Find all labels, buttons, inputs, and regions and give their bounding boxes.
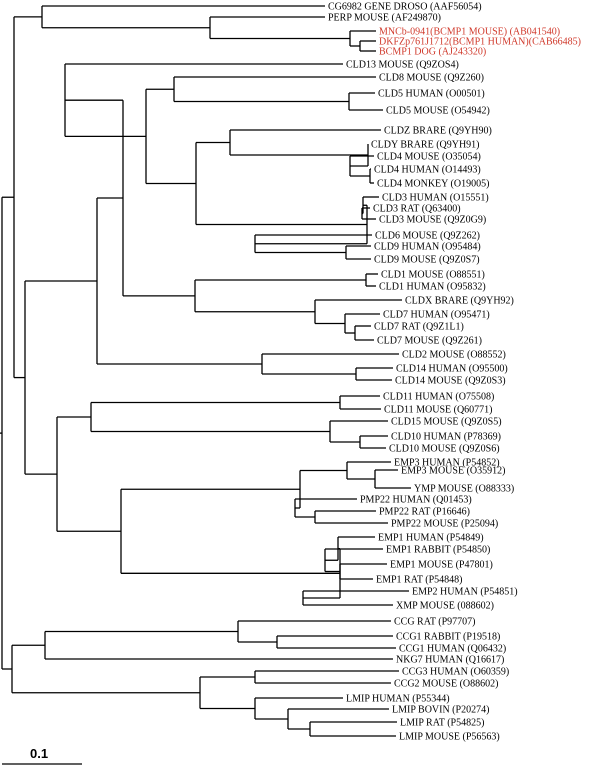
leaf-label: LMIP BOVIN (P20274) (392, 705, 489, 716)
leaf-labels: CG6982 GENE DROSO (AAF56054)PERP MOUSE (… (328, 2, 581, 743)
leaf-label: PMP22 MOUSE (P25094) (391, 519, 498, 530)
leaf-label: CLD4 HUMAN (O14493) (374, 165, 481, 176)
leaf-label: CLD3 HUMAN (O15551) (382, 193, 489, 204)
leaf-label: LMIP RAT (P54825) (400, 718, 484, 729)
leaf-label: CLD4 MOUSE (O35054) (377, 152, 481, 163)
leaf-label: CCG2 MOUSE (O88602) (394, 679, 498, 690)
leaf-label: YMP MOUSE (O88333) (414, 484, 514, 495)
leaf-label: CLD10 HUMAN (P78369) (391, 432, 501, 443)
leaf-label: CLD13 MOUSE (Q9ZOS4) (346, 60, 459, 71)
leaf-label: CLD14 HUMAN (O95500) (396, 364, 508, 375)
leaf-label: CG6982 GENE DROSO (AAF56054) (328, 2, 482, 13)
leaf-label: CLD4 MONKEY (O19005) (377, 179, 489, 190)
leaf-label: PMP22 RAT (P16646) (379, 507, 470, 518)
leaf-label: CLD6 MOUSE (Q9Z262) (375, 231, 480, 242)
leaf-label: CLDY BRARE (Q9YH91) (371, 140, 480, 151)
leaf-label: CLD9 MOUSE (Q9Z0S7) (374, 255, 480, 266)
leaf-label: NKG7 HUMAN (Q16617) (396, 655, 504, 666)
leaf-label: EMP3 MOUSE (O35912) (401, 466, 505, 477)
highlighted-leaf-label: MNCb-0941(BCMP1 MOUSE) (AB041540) (379, 27, 560, 38)
leaf-label: CLDZ BRARE (Q9YH90) (384, 126, 492, 137)
leaf-label: EMP1 MOUSE (P47801) (390, 560, 493, 571)
leaf-label: CCG1 HUMAN (Q06432) (399, 644, 506, 655)
highlighted-leaf-label: BCMP1 DOG (AJ243320) (379, 47, 486, 58)
leaf-label: CLD14 MOUSE (Q9Z0S3) (395, 376, 506, 387)
leaf-label: CLD3 MOUSE (Q9Z0G9) (379, 215, 486, 226)
leaf-label: PMP22 HUMAN (Q01453) (360, 495, 472, 506)
scale-bar-label: 0.1 (30, 746, 48, 761)
leaf-label: EMP2 HUMAN (P54851) (412, 587, 518, 598)
leaf-label: CLD15 MOUSE (Q9Z0S5) (391, 417, 502, 428)
leaf-label: EMP1 RABBIT (P54850) (386, 545, 490, 556)
leaf-label: CLD8 MOUSE (Q9Z260) (379, 73, 484, 84)
leaf-label: CLD7 RAT (Q9Z1L1) (374, 322, 464, 333)
leaf-label: CCG RAT (P97707) (394, 617, 476, 628)
leaf-label: CLD10 MOUSE (Q9Z0S6) (389, 444, 500, 455)
tree-branches (0, 5, 411, 737)
leaf-label: CCG1 RABBIT (P19518) (396, 632, 500, 643)
leaf-label: CLD5 HUMAN (O00501) (378, 89, 485, 100)
leaf-label: CLD1 MOUSE (O88551) (381, 270, 485, 281)
leaf-label: CLD7 HUMAN (O95471) (383, 310, 490, 321)
leaf-label: CLD11 HUMAN (O75508) (383, 392, 494, 403)
leaf-label: CLD1 HUMAN (O95832) (379, 282, 486, 293)
leaf-label: CLD5 MOUSE (O54942) (386, 106, 490, 117)
leaf-label: CLD11 MOUSE (Q60771) (384, 405, 493, 416)
leaf-label: LMIP MOUSE (P56563) (399, 732, 500, 743)
leaf-label: CLD3 RAT (Q63400) (373, 204, 461, 215)
highlighted-leaf-label: DKFZp761J1712(BCMP1 HUMAN)(CAB66485) (379, 37, 581, 48)
leaf-label: CLD2 MOUSE (O88552) (402, 350, 506, 361)
leaf-label: XMP MOUSE (088602) (396, 601, 494, 612)
leaf-label: EMP1 RAT (P54848) (376, 575, 463, 586)
leaf-label: CLD9 HUMAN (O95484) (374, 242, 481, 253)
leaf-label: PERP MOUSE (AF249870) (328, 13, 441, 24)
leaf-label: CLD7 MOUSE (Q9Z261) (377, 336, 482, 347)
leaf-label: CCG3 HUMAN (O60359) (402, 667, 509, 678)
leaf-label: CLDX BRARE (Q9YH92) (405, 296, 514, 307)
scale-bar: 0.1 (2, 746, 82, 765)
leaf-label: EMP1 HUMAN (P54849) (378, 533, 484, 544)
leaf-label: EMP3 HUMAN (P54852) (394, 458, 500, 469)
leaf-label: LMIP HUMAN (P55344) (346, 694, 450, 705)
